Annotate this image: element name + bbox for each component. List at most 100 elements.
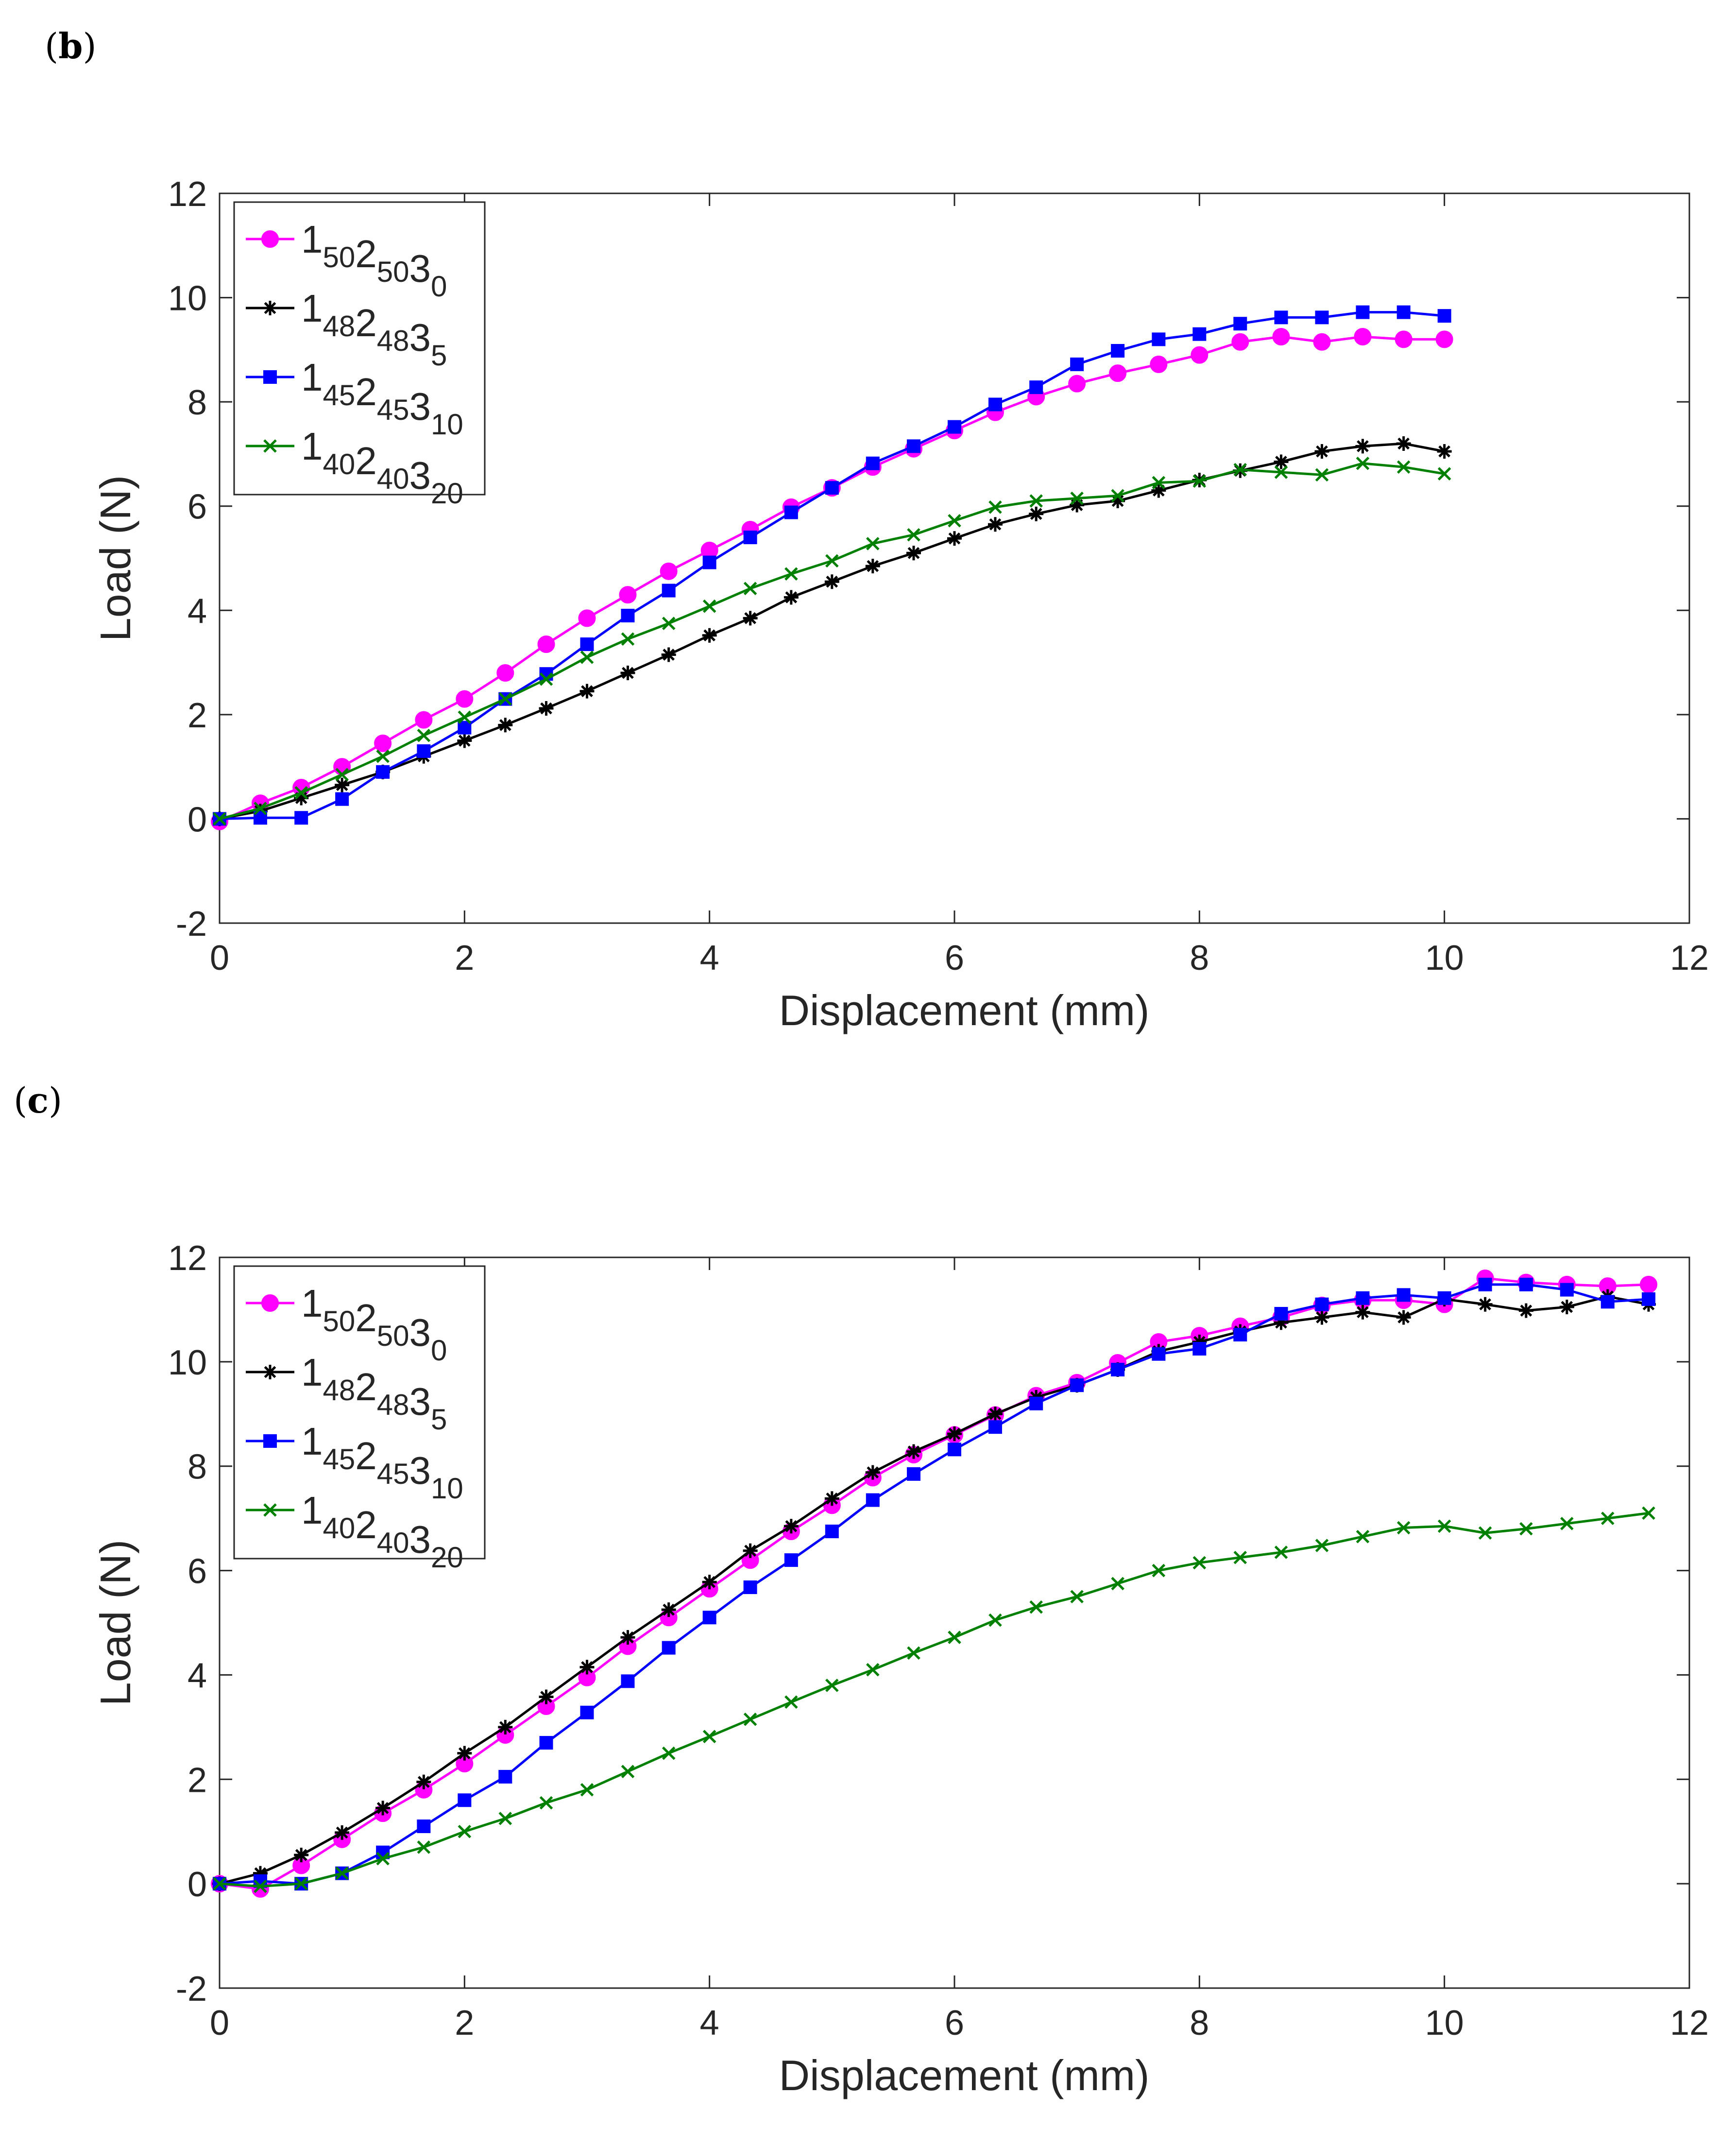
data-point xyxy=(661,647,676,662)
data-point xyxy=(375,1801,391,1816)
y-axis-label: Load (N) xyxy=(91,1540,139,1706)
data-point xyxy=(456,690,474,708)
data-point xyxy=(1029,494,1043,508)
x-tick-label: 12 xyxy=(1670,2004,1709,2043)
data-point xyxy=(457,1746,472,1761)
data-point xyxy=(784,1695,798,1709)
data-point xyxy=(702,555,716,569)
data-point xyxy=(1152,1347,1166,1361)
data-point xyxy=(1111,344,1125,358)
data-point xyxy=(702,1575,717,1590)
y-tick-label: 12 xyxy=(168,1239,207,1278)
y-axis-label: Load (N) xyxy=(91,475,139,641)
data-point xyxy=(866,537,880,550)
data-point xyxy=(865,1465,880,1480)
legend-swatch-marker xyxy=(263,1434,277,1448)
legend-swatch-marker xyxy=(263,1365,277,1379)
data-point xyxy=(580,1705,594,1719)
legend-item-3: 140240320 xyxy=(246,425,463,510)
data-point xyxy=(621,1765,635,1778)
data-point xyxy=(1029,506,1044,521)
data-point xyxy=(1070,491,1084,505)
data-point xyxy=(1274,310,1288,325)
data-point xyxy=(987,1407,1003,1422)
y-tick-label: 4 xyxy=(187,592,207,631)
data-point xyxy=(1191,346,1208,364)
legend-swatch-marker xyxy=(263,1503,277,1517)
data-point xyxy=(539,701,554,716)
panel-letter-c: c xyxy=(27,1080,49,1121)
data-point xyxy=(621,1674,635,1688)
data-point xyxy=(743,1712,757,1726)
data-point xyxy=(1070,1378,1084,1392)
data-point xyxy=(580,637,594,652)
data-point xyxy=(988,1613,1002,1627)
data-point xyxy=(1315,468,1329,482)
data-point xyxy=(335,792,349,806)
data-point xyxy=(1070,357,1084,371)
data-point xyxy=(579,1660,595,1675)
data-point xyxy=(948,420,961,434)
data-point xyxy=(1313,333,1331,351)
data-point xyxy=(621,609,635,623)
data-point xyxy=(1640,1275,1658,1293)
legend-label: 145245310 xyxy=(301,356,463,441)
legend-label: 140240320 xyxy=(301,425,463,510)
data-point xyxy=(213,1877,226,1890)
data-point xyxy=(374,734,392,752)
data-point xyxy=(416,1774,431,1789)
data-point xyxy=(784,567,798,581)
series-3 xyxy=(213,456,1451,826)
data-point xyxy=(1356,1529,1370,1544)
data-point xyxy=(948,1442,961,1457)
data-point xyxy=(1029,1600,1043,1614)
data-point xyxy=(1192,327,1207,341)
y-tick-label: 10 xyxy=(168,279,207,318)
data-point xyxy=(1315,310,1329,325)
data-point xyxy=(907,1646,920,1660)
data-point xyxy=(743,1543,758,1558)
data-point xyxy=(906,1444,921,1459)
data-point xyxy=(1274,1307,1288,1321)
data-point xyxy=(1192,1342,1207,1356)
data-point xyxy=(1396,1288,1411,1302)
x-tick-label: 10 xyxy=(1425,939,1464,978)
data-point xyxy=(254,1879,267,1893)
y-tick-label: -2 xyxy=(176,1970,207,2009)
data-point xyxy=(824,1491,839,1506)
data-point xyxy=(1396,436,1411,451)
data-point xyxy=(1192,474,1207,488)
data-point xyxy=(458,1824,472,1838)
legend-item-1: 14824835 xyxy=(246,1351,447,1436)
data-point xyxy=(294,786,308,800)
x-tick-label: 2 xyxy=(455,939,474,978)
data-point xyxy=(1395,330,1413,348)
data-point xyxy=(1478,1297,1493,1312)
panel-label-b: (b) xyxy=(45,25,97,67)
data-point xyxy=(1519,1522,1533,1536)
x-tick-label: 8 xyxy=(1190,939,1209,978)
data-point xyxy=(702,1730,716,1743)
legend-swatch-marker xyxy=(261,230,279,248)
data-point xyxy=(866,1493,880,1507)
y-tick-label: 8 xyxy=(187,1448,207,1487)
legend-item-0: 15025030 xyxy=(246,1282,447,1367)
data-point xyxy=(1478,1526,1492,1540)
data-point xyxy=(1233,317,1247,331)
x-tick-label: 0 xyxy=(210,939,229,978)
data-point xyxy=(702,628,717,643)
data-point xyxy=(662,584,676,598)
data-point xyxy=(417,744,431,758)
data-point xyxy=(1274,1545,1288,1559)
data-point xyxy=(335,777,350,792)
data-point xyxy=(496,664,514,682)
legend-swatch-marker xyxy=(263,301,277,315)
data-point xyxy=(498,692,512,706)
data-point xyxy=(620,666,635,681)
data-point xyxy=(417,1840,431,1854)
legend-item-3: 140240320 xyxy=(246,1489,463,1574)
data-point xyxy=(1111,489,1124,503)
data-point xyxy=(1314,1310,1329,1325)
